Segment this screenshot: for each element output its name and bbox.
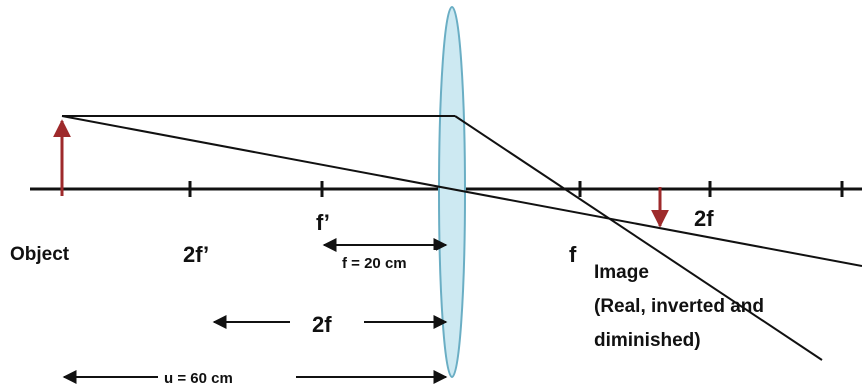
label-2f-right: 2f [694,206,714,231]
ray-refracted-through-focus [454,115,823,361]
image-description-line2: diminished) [594,330,701,351]
two-f-span-label: 2f [312,312,332,337]
ray-through-optical-center [61,115,862,267]
label-f: f [569,242,577,267]
object-distance-label: u = 60 cm [164,370,233,387]
object-label: Object [10,244,70,265]
image-description-line1: (Real, inverted and [594,296,764,317]
focal-length-label: f = 20 cm [342,255,407,272]
label-2f-prime: 2f’ [183,242,209,267]
label-f-prime: f’ [316,210,330,235]
image-title: Image [594,262,649,283]
